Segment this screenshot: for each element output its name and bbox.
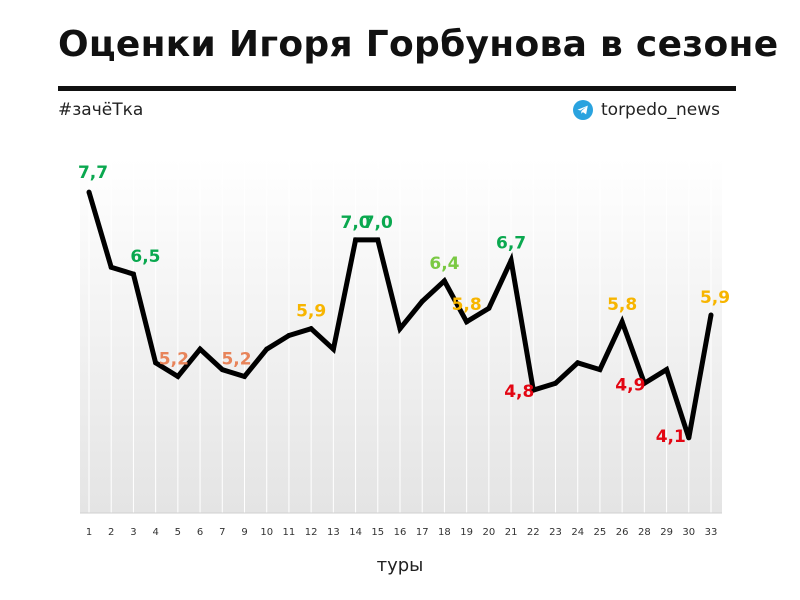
data-label: 5,9: [700, 288, 730, 308]
hashtag-label: #зачёТка: [58, 100, 144, 120]
x-tick-label: 14: [349, 527, 362, 538]
x-tick-label: 1: [86, 527, 92, 538]
data-label: 6,4: [429, 254, 459, 274]
data-point: [86, 189, 92, 195]
data-label: 7,7: [78, 163, 108, 183]
data-point: [264, 346, 270, 352]
data-point: [353, 237, 359, 243]
data-point: [375, 237, 381, 243]
data-point: [286, 333, 292, 338]
x-tick-label: 3: [130, 527, 136, 538]
data-label: 5,2: [221, 349, 251, 369]
x-tick-label: 13: [327, 527, 340, 538]
x-tick-label: 9: [241, 527, 247, 538]
x-tick-label: 30: [682, 527, 695, 538]
x-tick-label: 11: [283, 527, 296, 538]
data-label: 6,7: [496, 233, 526, 253]
data-point: [441, 278, 447, 284]
title-underline: [58, 86, 736, 91]
data-label: 7,0: [363, 213, 393, 233]
x-tick-label: 10: [260, 527, 273, 538]
x-tick-label: 21: [505, 527, 518, 538]
x-tick-label: 4: [152, 527, 158, 538]
x-tick-label: 28: [638, 527, 651, 538]
data-point: [664, 367, 670, 373]
x-tick-label: 16: [394, 527, 407, 538]
x-tick-label: 25: [594, 527, 607, 538]
x-tick-label: 6: [197, 527, 203, 538]
data-point: [153, 360, 159, 366]
data-label: 5,9: [296, 302, 326, 322]
data-point: [486, 305, 492, 311]
data-point: [575, 360, 581, 366]
data-point: [197, 346, 203, 352]
data-point: [508, 257, 514, 263]
x-tick-label: 19: [460, 527, 473, 538]
data-point: [597, 367, 603, 373]
x-tick-label: 29: [660, 527, 673, 538]
x-tick-label: 33: [705, 527, 718, 538]
chart-title: Оценки Игоря Горбунова в сезоне: [58, 24, 779, 65]
x-tick-label: 23: [549, 527, 562, 538]
x-tick-label: 7: [219, 527, 225, 538]
x-tick-label: 2: [108, 527, 114, 538]
data-label: 4,1: [656, 427, 686, 447]
data-point: [641, 380, 647, 386]
data-point: [553, 380, 558, 386]
x-tick-label: 22: [527, 527, 540, 538]
data-point: [708, 312, 714, 318]
data-point: [330, 346, 336, 352]
x-tick-label: 18: [438, 527, 451, 538]
x-tick-label: 12: [305, 527, 318, 538]
x-tick-label: 5: [175, 527, 181, 538]
data-point: [130, 271, 136, 277]
x-tick-label: 17: [416, 527, 429, 538]
data-label: 5,8: [452, 295, 482, 315]
telegram-icon: [573, 100, 593, 120]
data-label: 4,8: [504, 382, 534, 402]
brand-badge[interactable]: torpedo_news: [573, 100, 720, 120]
data-point: [242, 373, 247, 379]
data-point: [175, 373, 181, 379]
data-label: 6,5: [130, 247, 160, 267]
data-point: [530, 387, 536, 393]
brand-name: torpedo_news: [601, 100, 720, 120]
data-point: [619, 319, 625, 325]
data-point: [308, 326, 314, 332]
data-label: 7,0: [341, 213, 371, 233]
data-point: [464, 319, 470, 325]
x-tick-label: 15: [371, 527, 384, 538]
data-label: 5,2: [159, 349, 189, 369]
x-tick-label: 24: [571, 527, 584, 538]
data-point: [686, 435, 692, 441]
data-point: [219, 367, 225, 373]
x-axis-label: туры: [376, 555, 424, 576]
data-point: [397, 326, 403, 332]
data-point: [108, 264, 114, 270]
x-tick-label: 20: [482, 527, 495, 538]
data-label: 4,9: [615, 375, 645, 395]
x-tick-label: 26: [616, 527, 629, 538]
data-label: 5,8: [607, 295, 637, 315]
data-point: [419, 298, 425, 304]
